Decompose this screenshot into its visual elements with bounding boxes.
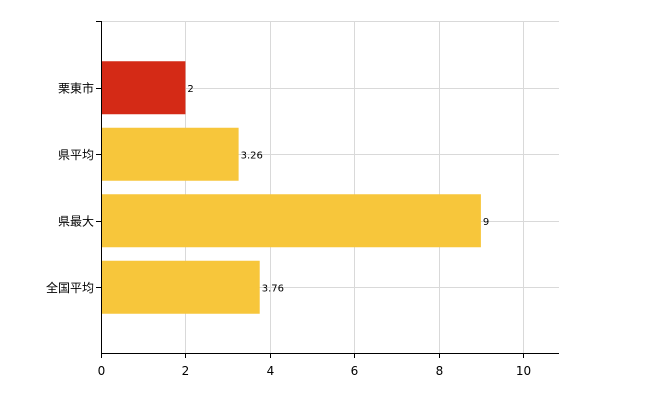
category-label-3: 全国平均	[46, 280, 94, 295]
data-label-1: 3.26	[241, 150, 263, 161]
category-label-1: 県平均	[58, 148, 94, 162]
bar-0	[101, 61, 186, 115]
labels: 2 栗東市 3.26 県平均 9 県最大 3.76 全国平均 0 2 4 6 8 10	[46, 80, 531, 378]
bar-3	[101, 260, 260, 314]
x-tick-label-0: 0	[98, 364, 106, 378]
category-label-0: 栗東市	[58, 80, 94, 95]
data-label-0: 2	[187, 84, 193, 95]
x-tick-label-2: 4	[267, 364, 275, 378]
bars	[101, 61, 481, 314]
category-label-2: 県最大	[58, 214, 94, 228]
bar-1	[101, 127, 239, 181]
x-tick-label-5: 10	[516, 364, 531, 378]
x-tick-label-4: 8	[436, 364, 444, 378]
x-tick-label-1: 2	[182, 364, 190, 378]
data-label-3: 3.76	[262, 283, 284, 294]
data-label-2: 9	[483, 217, 489, 228]
x-tick-label-3: 6	[351, 364, 359, 378]
axes	[96, 21, 559, 358]
bar-2	[101, 194, 481, 248]
